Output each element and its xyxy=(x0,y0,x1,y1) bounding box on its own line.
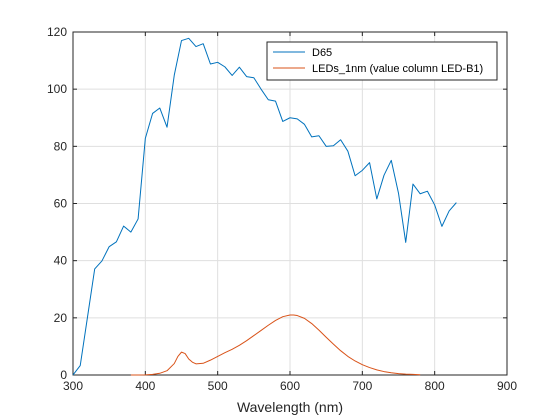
legend-entry-led: LEDs_1nm (value column LED-B1) xyxy=(312,63,483,75)
y-tick-label: 80 xyxy=(54,139,68,153)
x-tick-label: 600 xyxy=(280,379,300,393)
x-tick-label: 800 xyxy=(425,379,445,393)
x-tick-label: 400 xyxy=(135,379,155,393)
series-line-led xyxy=(130,314,421,376)
series-lines xyxy=(72,37,457,376)
y-tick-label: 40 xyxy=(54,254,68,268)
y-tick-label: 100 xyxy=(47,82,67,96)
grid xyxy=(72,31,508,376)
x-tick-label: 900 xyxy=(497,379,517,393)
y-tick-label: 20 xyxy=(54,311,68,325)
x-axis-label: Wavelength (nm) xyxy=(237,399,343,415)
legend-entry-d65: D65 xyxy=(312,47,332,59)
x-tick-label: 500 xyxy=(208,379,228,393)
x-tick-label: 700 xyxy=(352,379,372,393)
axis-ticks: 300 400 500 600 700 800 900 0 20 40 60 80 100 120 xyxy=(47,25,517,393)
x-tick-label: 300 xyxy=(63,379,83,393)
legend: D65 LEDs_1nm (value column LED-B1) xyxy=(266,41,498,81)
y-tick-label: 60 xyxy=(54,197,68,211)
y-tick-label: 0 xyxy=(60,368,67,382)
series-line-d65 xyxy=(72,37,457,376)
y-tick-label: 120 xyxy=(47,25,67,39)
legend-box xyxy=(266,41,498,81)
